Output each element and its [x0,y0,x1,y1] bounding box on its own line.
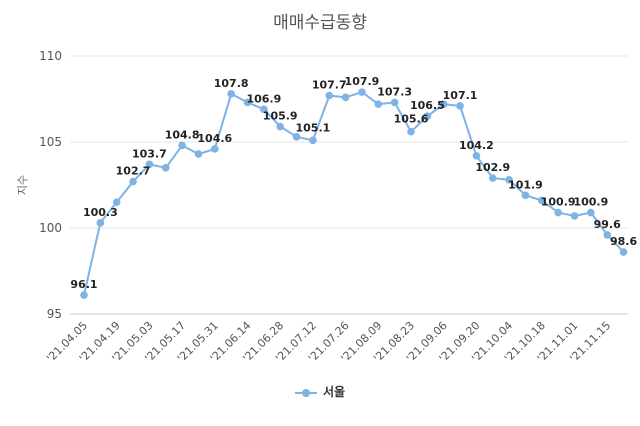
data-label: 105.9 [263,110,298,123]
data-label: 99.6 [594,218,621,231]
data-label: 102.7 [116,165,151,178]
y-tick-label: 110 [39,49,62,63]
data-label: 100.3 [83,206,118,219]
data-label: 101.9 [508,178,543,191]
data-point [554,208,562,217]
data-point [96,219,105,227]
data-label: 104.8 [165,128,200,141]
data-point [260,105,268,114]
data-label: 103.7 [132,147,167,160]
data-label: 96.1 [70,278,97,291]
data-point [619,248,628,256]
data-point [194,150,203,158]
y-tick-label: 95 [47,307,62,321]
data-label: 106.9 [246,92,281,105]
data-label: 107.3 [377,85,412,98]
y-tick-label: 100 [39,221,62,235]
data-label: 107.7 [312,79,347,92]
chart-title: 매매수급동향 [273,13,367,33]
data-point [538,196,546,205]
data-point [456,102,464,110]
data-point [358,88,366,96]
data-point [309,136,317,145]
data-label: 107.1 [443,89,478,102]
data-point [407,127,415,136]
data-point [603,231,611,239]
data-point [325,91,334,100]
data-point [423,112,432,120]
data-point [374,100,383,108]
series-line [83,90,625,296]
data-label: 100.9 [573,196,608,209]
y-tick-label: 105 [39,135,62,149]
data-point [211,145,219,153]
data-label: 105.1 [296,121,331,134]
data-point [112,198,121,206]
data-label: 106.5 [410,99,445,112]
data-point [587,208,595,217]
data-point [505,176,513,184]
y-axis-label: 지수 [16,175,29,195]
data-label: 98.6 [610,235,637,248]
data-label: 104.6 [197,132,232,145]
data-label: 107.9 [345,75,380,88]
data-point [488,174,497,182]
data-point [161,164,170,172]
data-point [243,98,252,107]
data-label: 104.2 [459,139,494,152]
data-point [521,191,530,200]
legend: 서울 [0,383,640,400]
data-point [276,122,285,131]
data-point [570,212,579,220]
data-label: 107.8 [214,77,249,90]
data-label: 105.6 [394,113,429,126]
data-point [439,100,448,108]
data-point [80,291,88,299]
data-point [472,151,481,160]
data-point [178,141,186,150]
legend-marker-icon [294,388,317,398]
data-point [292,133,301,141]
legend-label: 서울 [322,385,346,399]
data-point [129,177,137,186]
data-label: 102.9 [475,161,510,174]
data-point [390,98,399,107]
data-point [145,160,154,169]
data-point [341,93,350,102]
data-label: 100.9 [541,196,576,209]
data-point [227,90,235,98]
